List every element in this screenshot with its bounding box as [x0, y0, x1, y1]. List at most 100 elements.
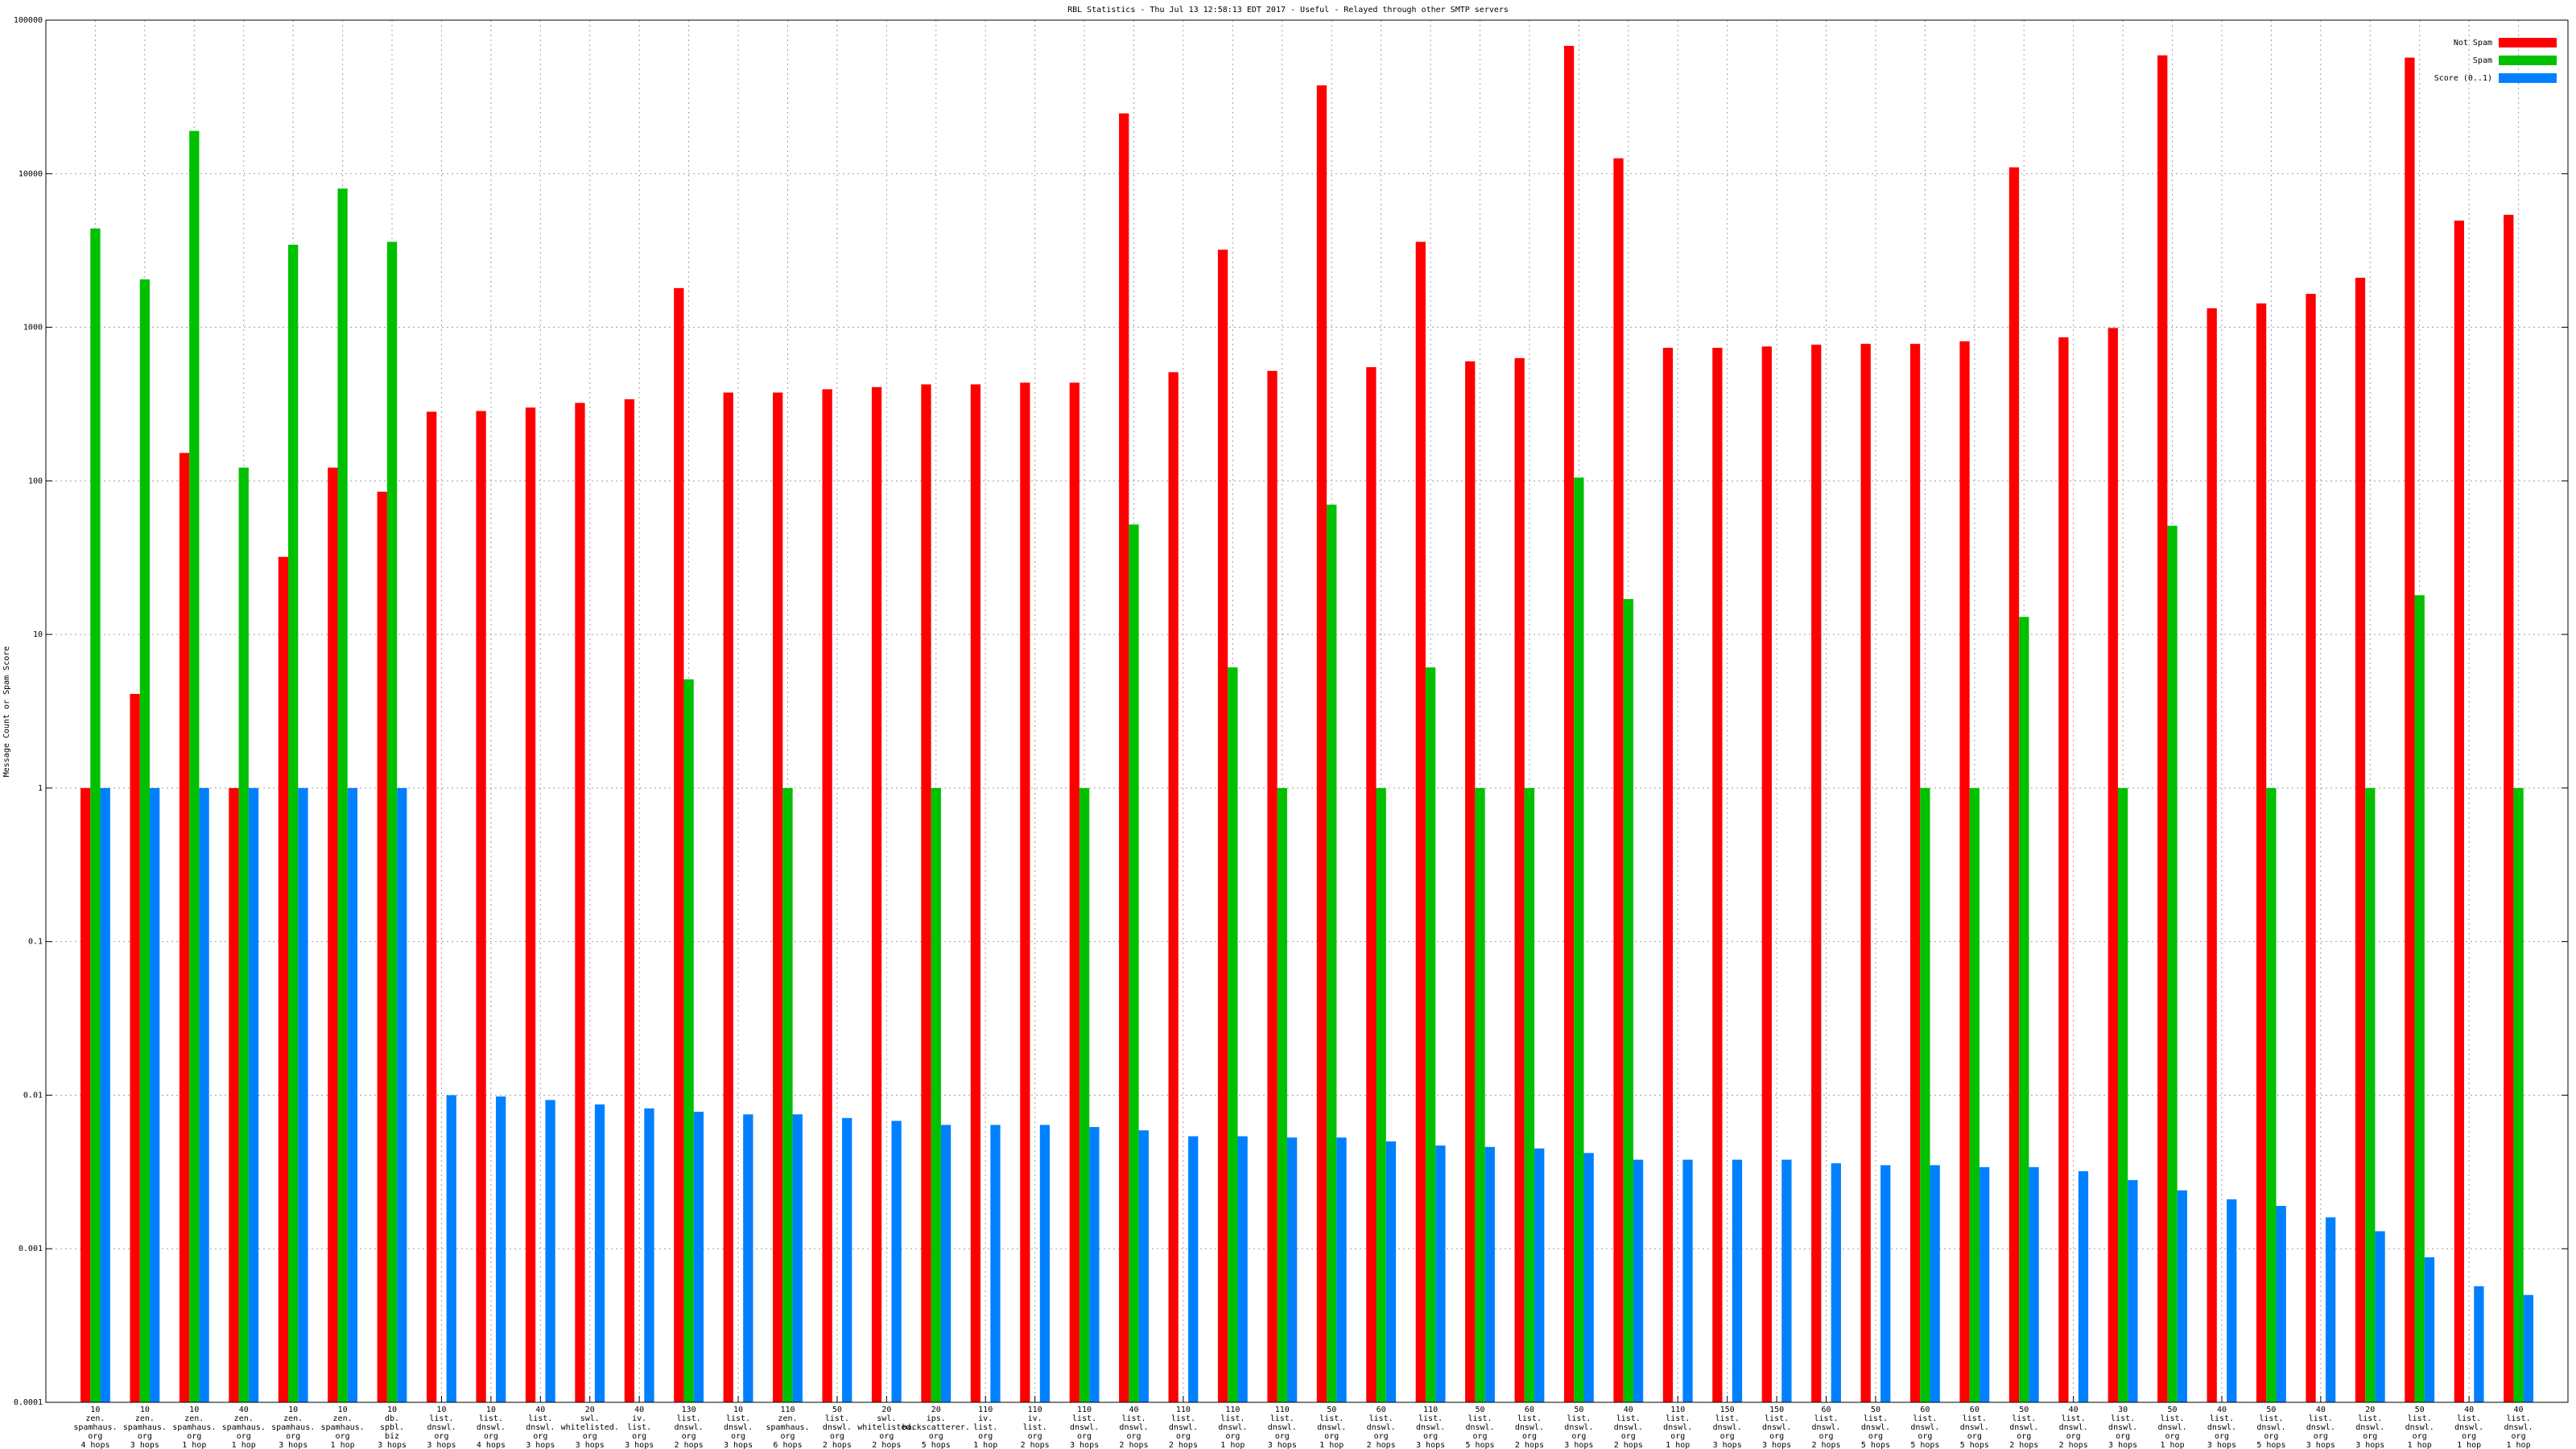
x-tick-label-line: list.: [1567, 1414, 1591, 1423]
bar: [427, 411, 437, 1403]
bar: [377, 491, 387, 1403]
bar: [683, 679, 694, 1402]
x-tick-label-line: 110: [1225, 1406, 1240, 1414]
x-tick-label-line: biz: [385, 1432, 399, 1441]
bar: [970, 384, 981, 1402]
x-tick-label-line: list.: [825, 1414, 849, 1423]
x-tick-label-line: org: [929, 1432, 943, 1441]
bar: [100, 787, 110, 1402]
x-tick-label-line: 40: [535, 1406, 545, 1414]
x-tick-label-line: 2 hops: [1021, 1441, 1050, 1449]
bar: [2008, 167, 2020, 1402]
x-tick-label-line: 10: [90, 1406, 100, 1414]
x-tick-label-line: 50: [2019, 1406, 2029, 1414]
x-tick-label-line: dnswl.: [1960, 1423, 1989, 1432]
x-tick-label-line: zen.: [333, 1414, 353, 1423]
x-tick-label-line: iv.: [978, 1414, 993, 1423]
bar: [2128, 1179, 2138, 1402]
x-tick-label-line: list.: [1369, 1414, 1393, 1423]
x-tick-label-line: org: [1720, 1432, 1735, 1441]
x-tick-label-line: org: [978, 1432, 993, 1441]
x-tick-label-line: list.: [1666, 1414, 1690, 1423]
x-tick-label-line: org: [1374, 1432, 1389, 1441]
y-axis-label: Message Count or Spam Score: [2, 646, 11, 778]
bar: [1880, 1165, 1891, 1402]
bar: [1662, 348, 1674, 1403]
bar: [1633, 1159, 1644, 1402]
bar: [990, 1125, 1001, 1402]
x-tick-label-line: org: [286, 1432, 300, 1441]
x-tick-label-line: ips.: [927, 1414, 946, 1423]
y-tick-label: 10: [33, 630, 43, 639]
bar: [1267, 370, 1278, 1402]
bar: [1909, 344, 1921, 1403]
bar: [931, 787, 941, 1402]
bar: [2474, 1286, 2484, 1402]
x-tick-label: 50 list. dnswl. org 2 hops: [2009, 1406, 2038, 1449]
x-tick-label: 40 list. dnswl. org 3 hops: [2306, 1406, 2335, 1449]
x-tick-label-line: 10: [486, 1406, 496, 1414]
x-tick-label-line: 10: [140, 1406, 150, 1414]
x-tick-label-line: 110: [1028, 1406, 1042, 1414]
legend-swatch: [2499, 38, 2557, 47]
x-tick-label-line: list.: [2160, 1414, 2184, 1423]
x-tick-label: 10 zen. spamhaus. org 4 hops: [73, 1406, 117, 1449]
x-tick-label: 10 zen. spamhaus. org 3 hops: [271, 1406, 315, 1449]
x-tick-label-line: list.: [627, 1423, 651, 1432]
x-tick-label-line: 40: [1624, 1406, 1633, 1414]
x-tick-label-line: 5 hops: [1960, 1441, 1989, 1449]
bar: [2405, 57, 2415, 1403]
x-tick-label-line: 3 hops: [130, 1441, 159, 1449]
x-tick-label-line: list.: [1418, 1414, 1443, 1423]
bar: [2325, 1217, 2336, 1402]
bar: [1020, 382, 1030, 1403]
bar: [1039, 1125, 1051, 1402]
x-tick-label-line: org: [2462, 1432, 2476, 1441]
x-tick-label-line: 110: [1077, 1406, 1092, 1414]
x-tick-label: 60 list. dnswl. org 2 hops: [1811, 1406, 1840, 1449]
x-tick-label-line: dnswl.: [2207, 1423, 2236, 1432]
x-tick-label-line: org: [780, 1432, 795, 1441]
bar: [1524, 787, 1535, 1402]
x-tick-label-line: dnswl.: [2108, 1423, 2137, 1432]
x-tick-label-line: list.: [2309, 1414, 2333, 1423]
x-tick-label-line: dnswl.: [2306, 1423, 2335, 1432]
bar: [1435, 1146, 1446, 1402]
x-tick-label-line: 1 hop: [1220, 1441, 1245, 1449]
bar: [1475, 787, 1485, 1402]
x-tick-label-line: whitelisted.: [561, 1423, 619, 1432]
bar: [229, 787, 239, 1402]
x-tick-label-line: 110: [978, 1406, 993, 1414]
x-tick-label-line: zen.: [85, 1414, 105, 1423]
bar: [1415, 242, 1426, 1402]
x-tick-label-line: 3 hops: [2306, 1441, 2335, 1449]
x-tick-label-line: list.: [2507, 1414, 2531, 1423]
bar: [2256, 303, 2267, 1402]
x-tick-label-line: org: [1522, 1432, 1537, 1441]
x-tick-label-line: 10: [338, 1406, 348, 1414]
legend-swatch: [2499, 56, 2557, 65]
x-tick-label-line: 1 hop: [331, 1441, 355, 1449]
bar: [1959, 341, 1970, 1402]
x-tick-label: 10 zen. spamhaus. org 1 hop: [320, 1406, 364, 1449]
bar: [1514, 357, 1525, 1402]
bar: [2523, 1294, 2533, 1402]
x-tick-label-line: 150: [1720, 1406, 1735, 1414]
x-tick-label-line: 20: [881, 1406, 891, 1414]
bar: [1188, 1136, 1199, 1402]
x-tick-label-line: 1 hop: [973, 1441, 997, 1449]
x-tick-label-line: org: [138, 1432, 152, 1441]
x-tick-label-line: 50: [1574, 1406, 1583, 1414]
x-tick-label-line: org: [2066, 1432, 2081, 1441]
x-tick-label: 110 list. dnswl. org 3 hops: [1070, 1406, 1099, 1449]
x-tick-label-line: 20: [585, 1406, 595, 1414]
x-tick-label-line: dnswl.: [1762, 1423, 1791, 1432]
x-tick-label-line: org: [1818, 1432, 1833, 1441]
bar: [278, 556, 289, 1402]
x-tick-label-line: 60: [1970, 1406, 1979, 1414]
x-tick-label-line: zen.: [135, 1414, 155, 1423]
x-tick-label-line: list.: [528, 1414, 552, 1423]
bar: [594, 1104, 605, 1402]
x-tick-label: 20 ips. backscatterer. org 5 hops: [902, 1406, 970, 1449]
